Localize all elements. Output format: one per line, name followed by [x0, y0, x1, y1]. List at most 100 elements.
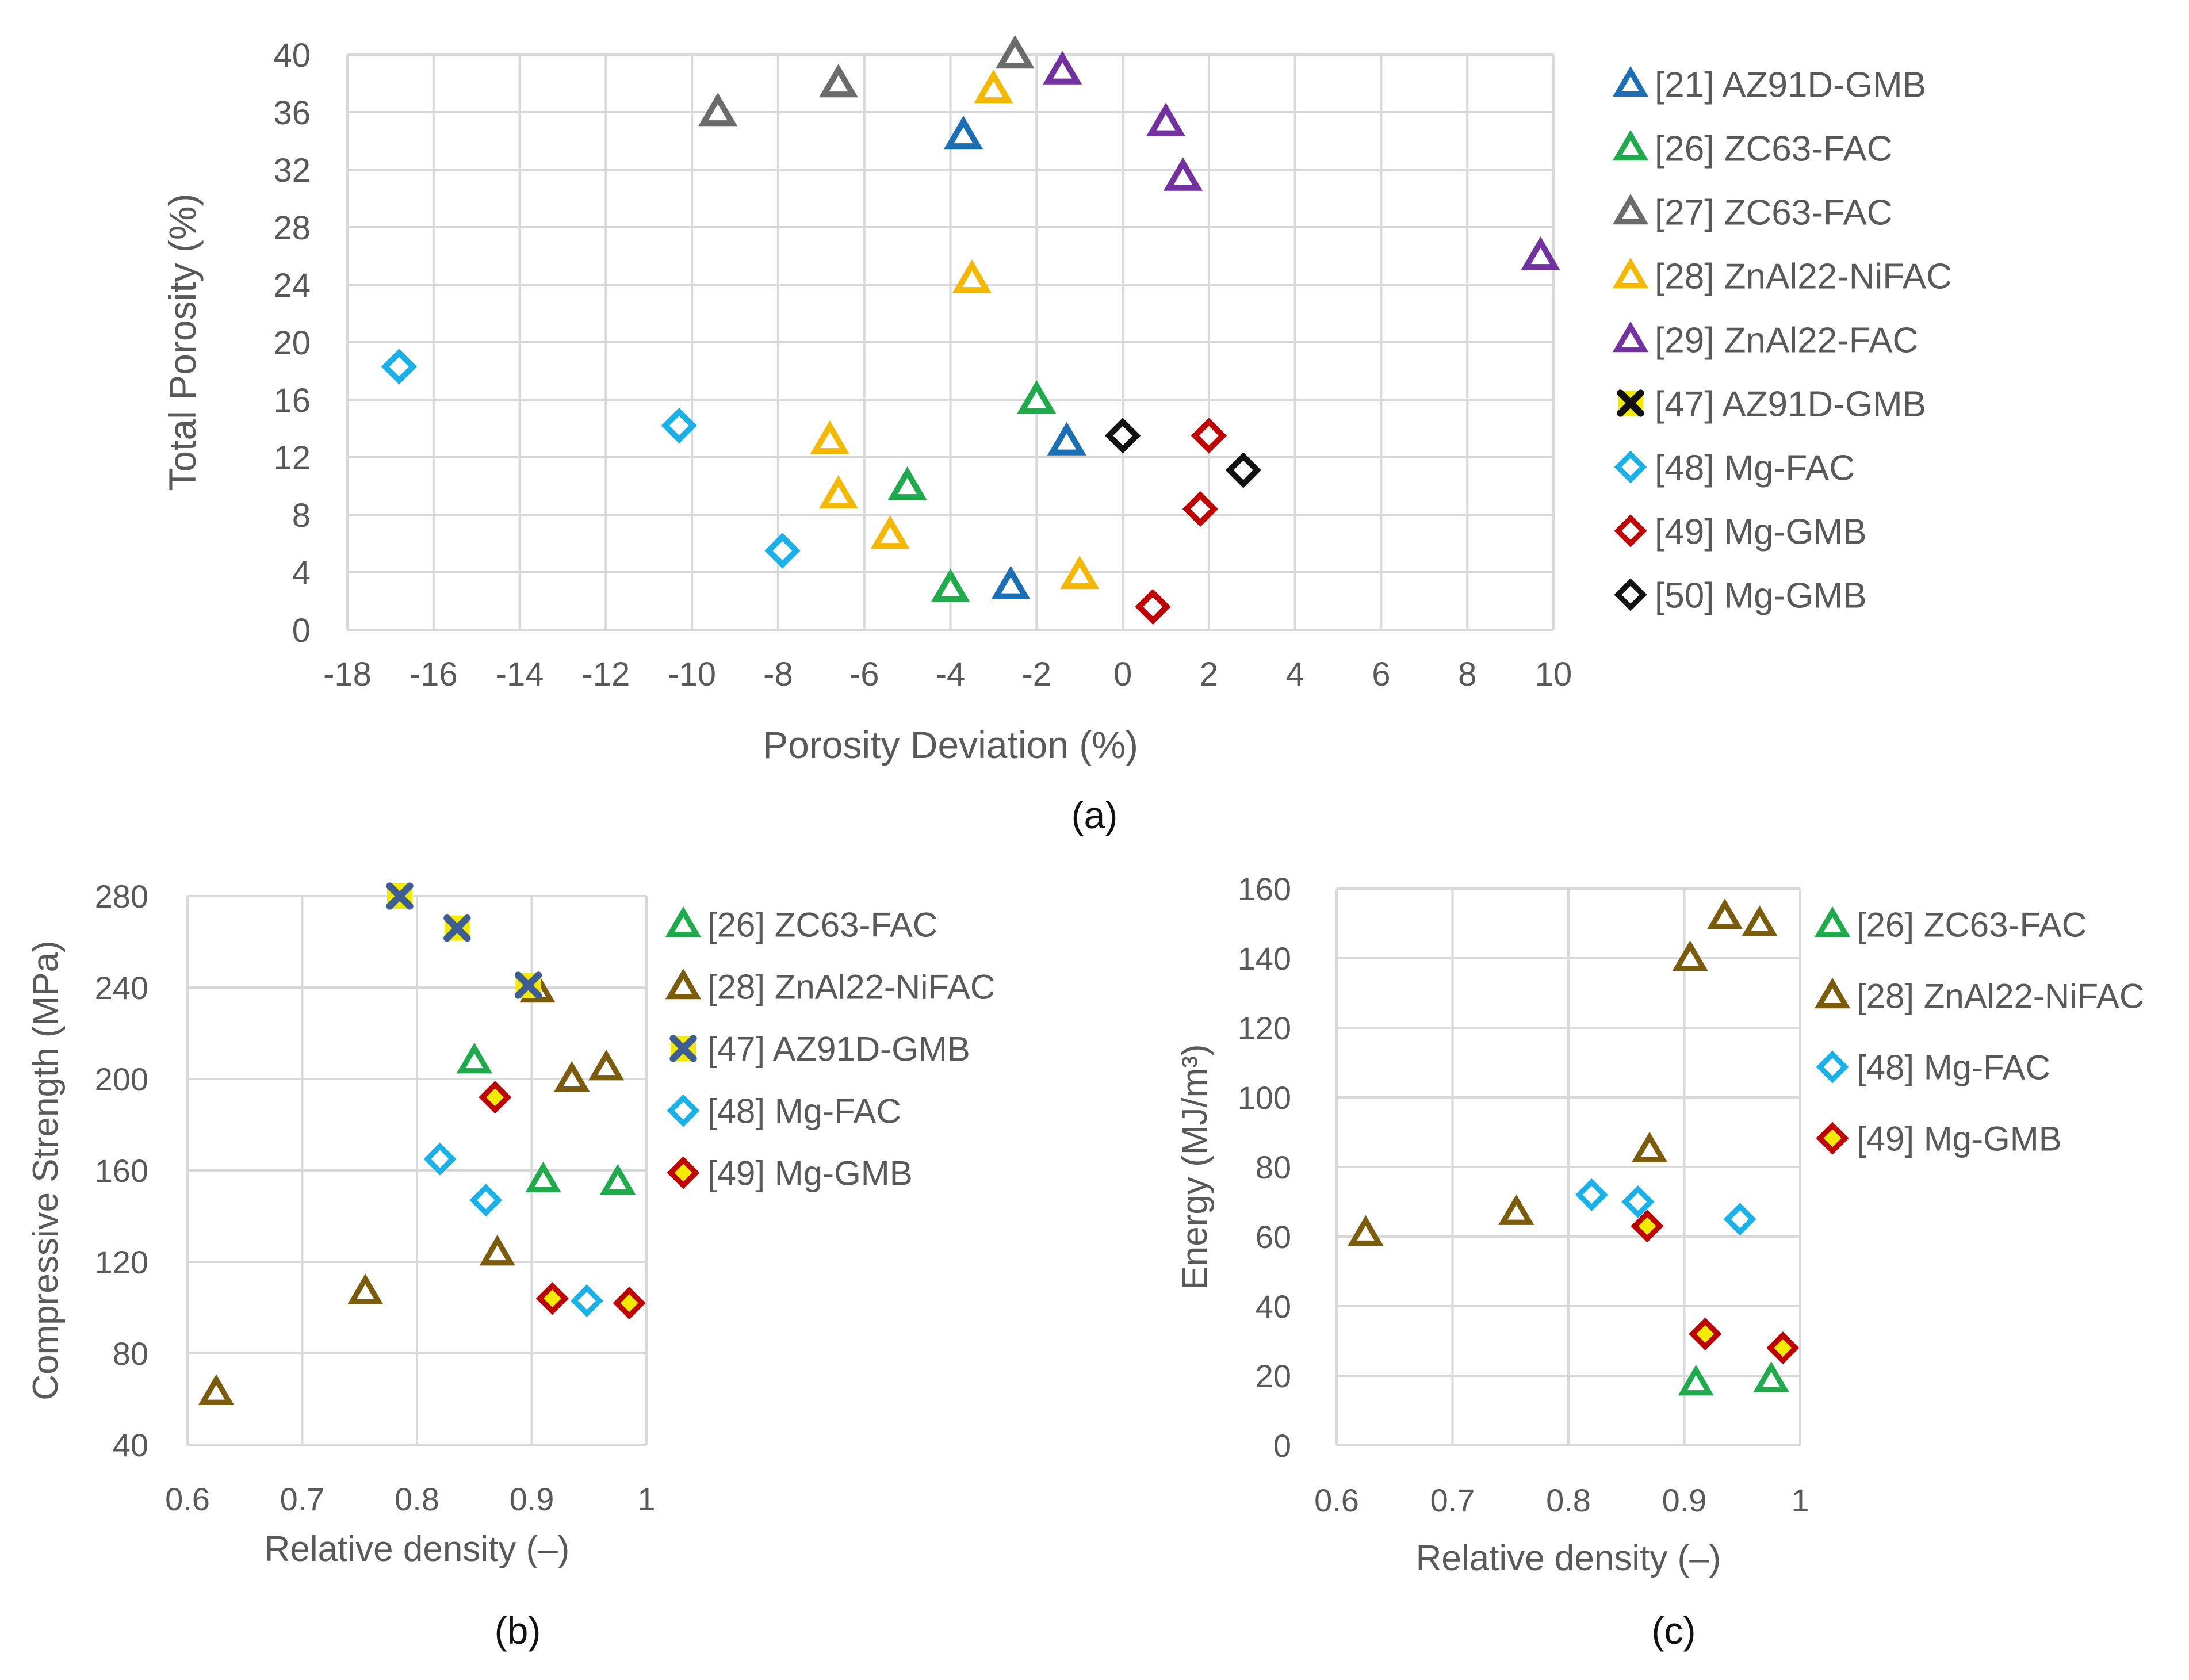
legend-label: [49] Mg-GMB [1655, 512, 1867, 552]
data-point [1043, 51, 1082, 85]
x-tick-label: 0.7 [1430, 1482, 1475, 1518]
y-tick-labels: 0 4 8 12 16 20 24 28 32 36 40 [273, 37, 311, 649]
y-tick-label: 32 [273, 152, 311, 189]
y-tick-labels: 0 20 40 60 80 100 120 140 160 [1238, 871, 1291, 1464]
series-8 [1135, 418, 1227, 625]
y-axis-label: Total Porosity (%) [161, 193, 204, 491]
legend-marker [1814, 977, 1851, 1009]
data-point [952, 259, 992, 293]
x-tick-label: 0.8 [1546, 1482, 1591, 1518]
y-tick-label: 200 [95, 1061, 148, 1097]
series-4 [1631, 1210, 1800, 1365]
data-point [870, 515, 910, 549]
data-point [535, 1282, 569, 1315]
legend-item: [26] ZC63-FAC [1612, 129, 1892, 169]
gridlines [186, 895, 648, 1446]
data-point-stroke-b [443, 914, 471, 942]
y-tick-label: 60 [1256, 1219, 1291, 1255]
series-5 [1043, 51, 1560, 270]
data-point [1631, 1210, 1664, 1243]
y-tick-label: 12 [273, 439, 311, 477]
x-tick-label: 6 [1372, 656, 1390, 693]
data-point [469, 1184, 503, 1217]
data-point [818, 474, 858, 509]
data-point [1706, 898, 1743, 929]
y-tick-label: 20 [1256, 1358, 1291, 1394]
legend-item: [28] ZnAl22-NiFAC [1814, 977, 2144, 1016]
legend-item: [49] Mg-GMB [1614, 512, 1867, 552]
data-point [386, 882, 414, 910]
data-point [995, 35, 1035, 69]
legend-item: [26] ZC63-FAC [665, 906, 937, 944]
chart-b: 0.6 0.7 0.8 0.9 1 40 80 120 160 200 240 280 Relative… [26, 878, 995, 1652]
x-tick-label: -14 [496, 656, 544, 693]
legend-marker [1612, 257, 1649, 289]
chart-caption: (c) [1652, 1609, 1696, 1652]
y-axis-label: Energy (MJ/m³) [1175, 1044, 1215, 1289]
legend-item: [47] AZ91D-GMB [669, 1030, 970, 1069]
y-tick-label: 240 [95, 970, 148, 1006]
legend-label: [29] ZnAl22-FAC [1655, 320, 1918, 360]
legend-marker [1612, 193, 1649, 225]
legend-label: [48] Mg-FAC [707, 1092, 901, 1131]
series-3 [386, 882, 542, 999]
legend-item: [48] Mg-FAC [1816, 1048, 2050, 1087]
legend-label: [28] ZnAl22-NiFAC [1655, 257, 1952, 296]
data-point-stroke-b [386, 882, 414, 910]
legend-label: [21] AZ91D-GMB [1655, 65, 1926, 105]
y-tick-label: 0 [292, 612, 311, 649]
series-2 [887, 380, 1057, 602]
x-tick-label: 0.7 [280, 1481, 325, 1517]
y-tick-label: 280 [95, 878, 148, 914]
data-point [1163, 157, 1203, 191]
x-tick-label: -6 [849, 656, 879, 693]
legend-marker [665, 968, 702, 1000]
legend-marker [1612, 129, 1649, 161]
y-tick-label: 120 [95, 1244, 148, 1280]
y-tick-labels: 40 80 120 160 200 240 280 [95, 878, 148, 1463]
legend-item: [48] Mg-FAC [1614, 448, 1855, 488]
data-point [1575, 1178, 1608, 1211]
data-point [1521, 236, 1560, 270]
legend-marker-stroke-b [669, 1035, 697, 1062]
data-point [1766, 1331, 1800, 1365]
x-tick-label: 8 [1458, 656, 1476, 693]
x-tick-label: -10 [668, 656, 716, 693]
x-tick-label: -8 [763, 656, 793, 693]
legend-marker [1617, 389, 1644, 417]
legend-marker [1816, 1122, 1849, 1155]
legend-label: [26] ZC63-FAC [1857, 906, 2087, 944]
y-axis-label: Compressive Strength (MPa) [26, 940, 66, 1400]
legend-marker [667, 1156, 700, 1189]
legend-item: [26] ZC63-FAC [1814, 906, 2087, 944]
gridlines [346, 53, 1555, 631]
data-point [1017, 380, 1057, 414]
legend-marker [1614, 514, 1647, 548]
x-tick-label: 0.6 [1314, 1482, 1359, 1518]
legend-marker [1612, 66, 1649, 97]
data-point [514, 971, 542, 999]
data-point [1104, 418, 1141, 454]
data-point [525, 1161, 561, 1193]
legend-label: [49] Mg-GMB [707, 1154, 913, 1193]
x-tick-label: -2 [1021, 656, 1051, 693]
x-tick-label: -16 [410, 656, 458, 693]
legend: [26] ZC63-FAC [28] ZnAl22-NiFAC [48] Mg-FA… [1814, 906, 2144, 1158]
y-tick-label: 20 [273, 324, 311, 362]
data-point [1678, 1364, 1714, 1396]
data-point [381, 349, 418, 385]
y-tick-label: 80 [113, 1335, 148, 1372]
data-point [887, 466, 927, 500]
legend-item: [29] ZnAl22-FAC [1612, 320, 1918, 360]
y-tick-label: 140 [1238, 940, 1291, 977]
series-5 [479, 1081, 646, 1320]
series-7 [381, 349, 801, 569]
legend-label: [50] Mg-GMB [1655, 576, 1867, 615]
gridlines [1335, 887, 1801, 1446]
chart-caption: (b) [495, 1609, 541, 1652]
legend-label: [47] AZ91D-GMB [707, 1030, 970, 1069]
legend-item: [49] Mg-GMB [1816, 1120, 2062, 1158]
data-point [570, 1284, 603, 1318]
legend-marker [1612, 321, 1649, 353]
x-tick-label: -4 [936, 656, 966, 693]
